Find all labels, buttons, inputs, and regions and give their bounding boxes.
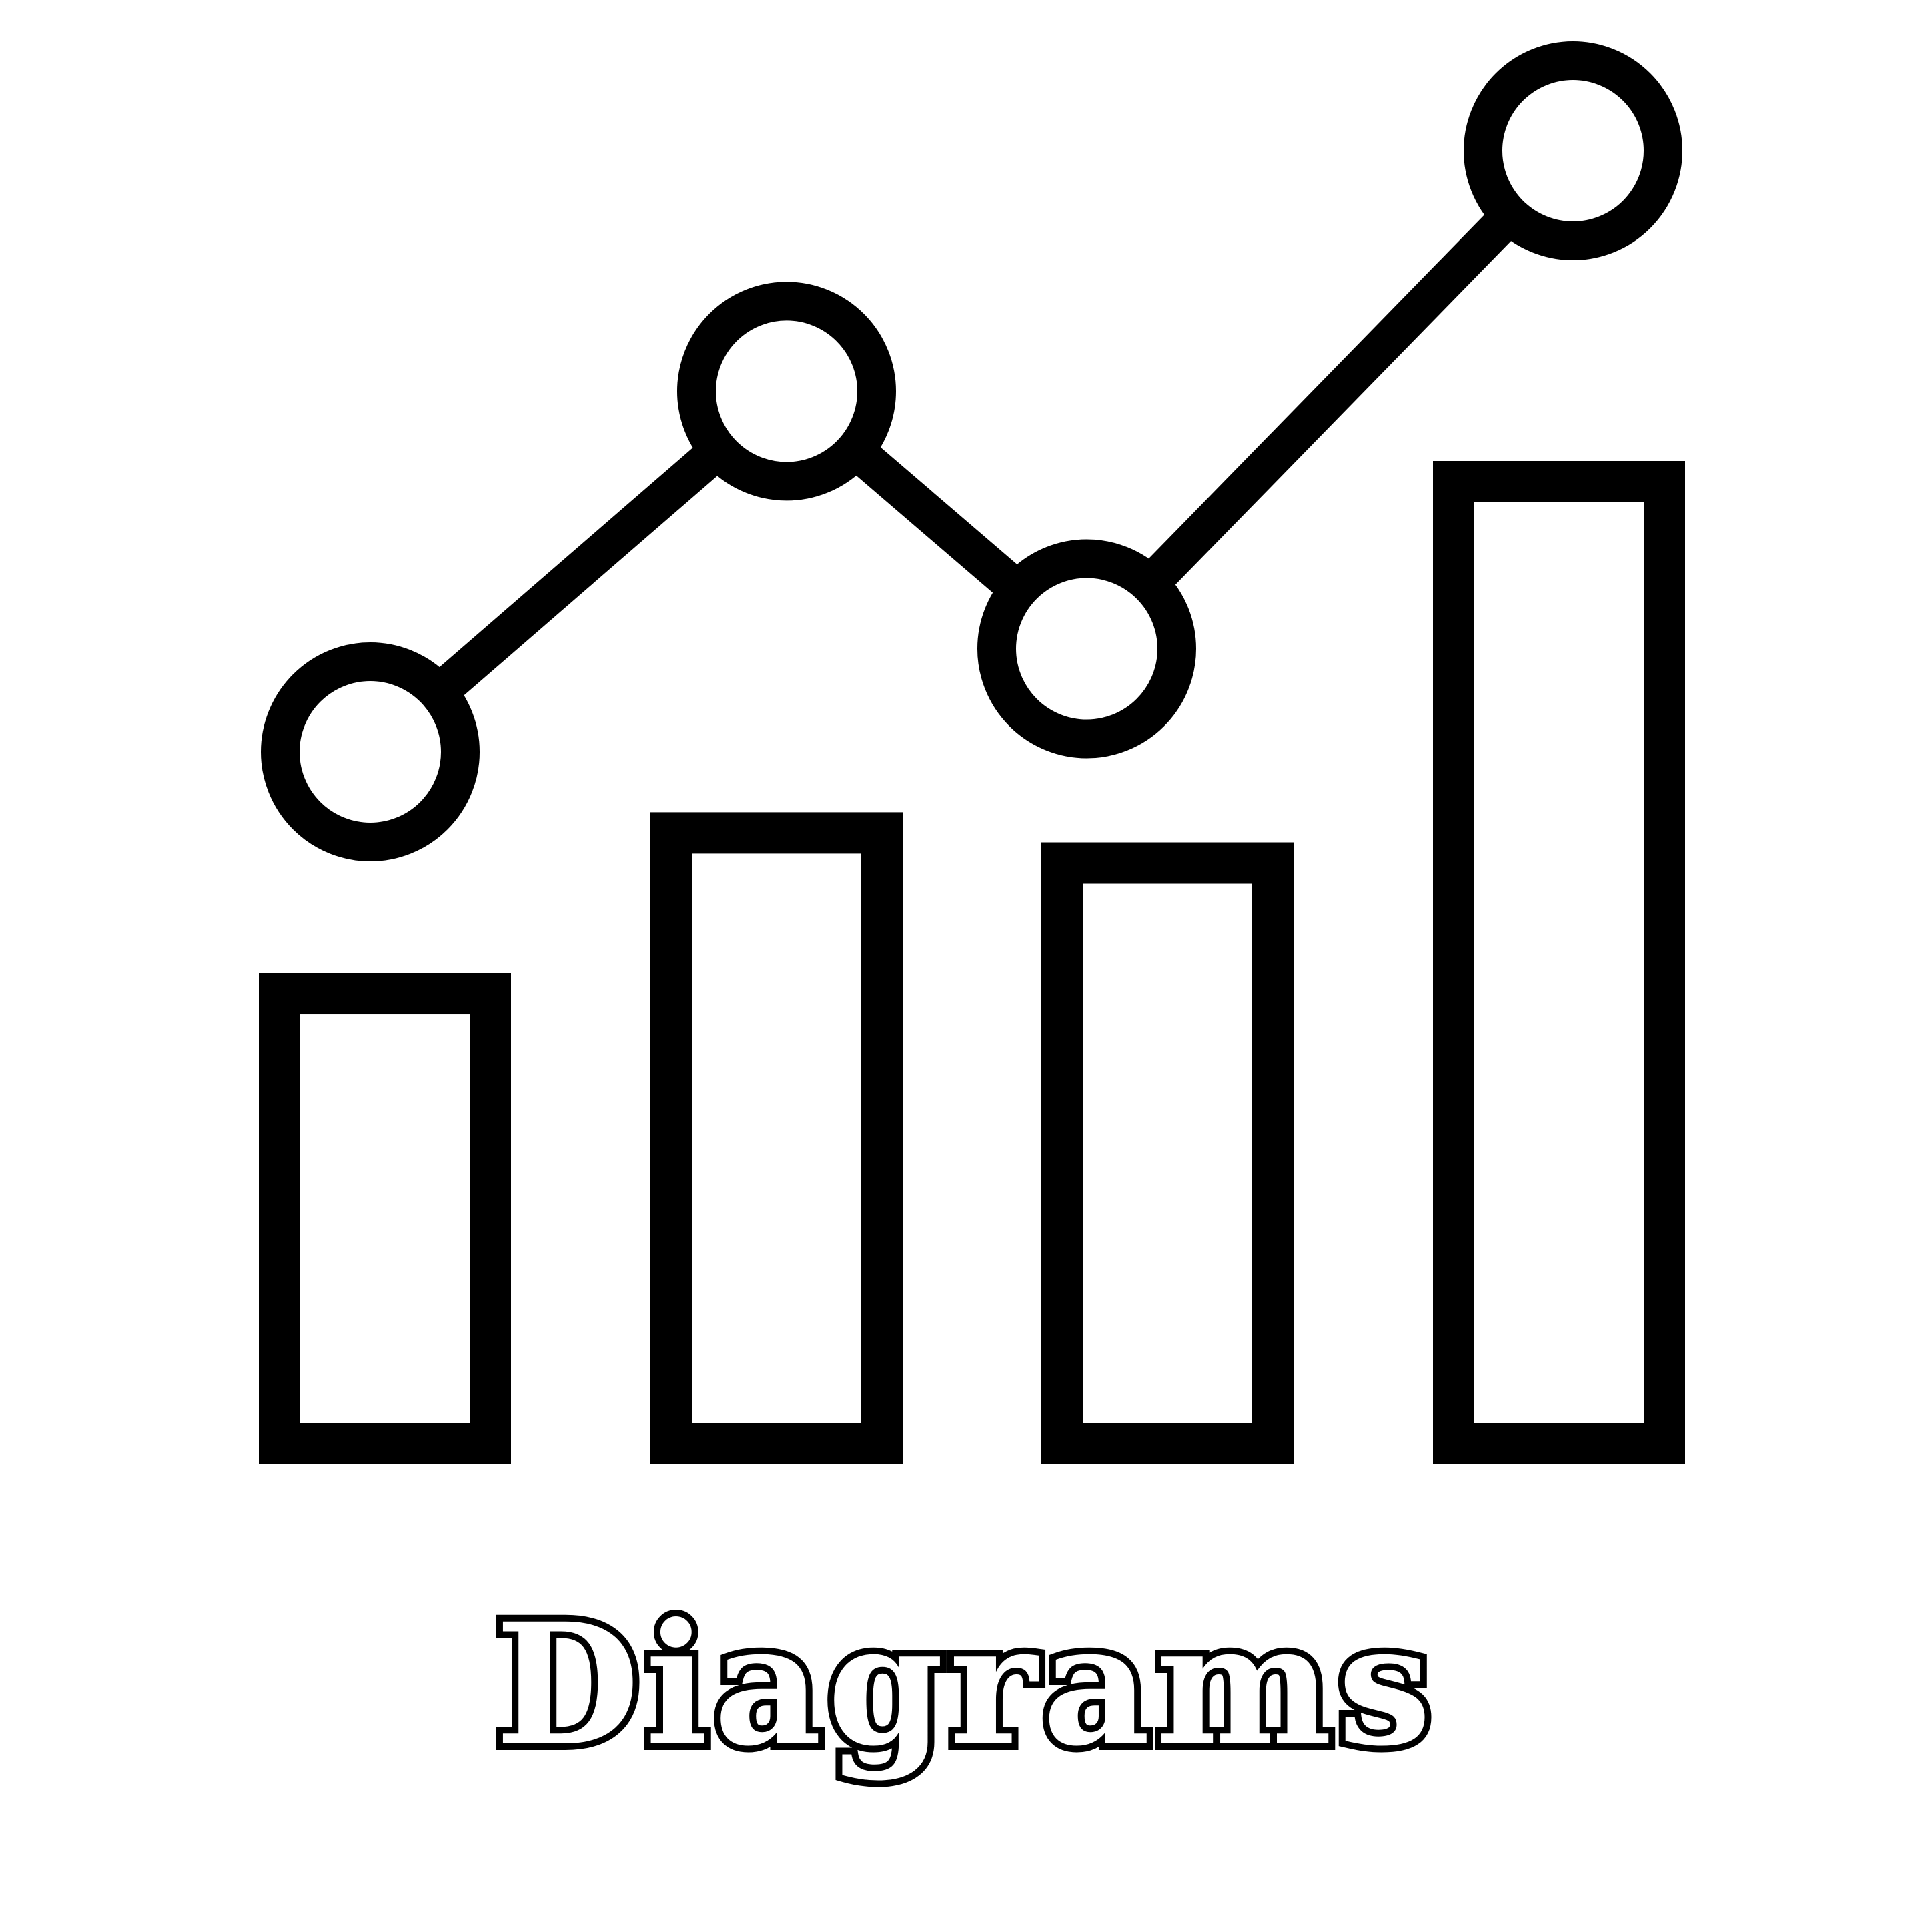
trend-point-3	[977, 539, 1196, 759]
bars-group	[259, 461, 1685, 1465]
trend-point-4	[1464, 41, 1682, 260]
bar-4	[1433, 461, 1685, 1464]
trend-point-2	[677, 282, 896, 501]
trend-segment-3	[1136, 202, 1524, 598]
bar-2	[650, 812, 903, 1464]
trend-point-1	[261, 642, 480, 861]
bar-3	[1041, 842, 1294, 1464]
trend-line-group	[261, 41, 1682, 861]
bar-1	[259, 973, 511, 1465]
trend-segment-1	[426, 436, 731, 707]
caption-title: Diagrams	[488, 1586, 1438, 1783]
trend-segment-2	[843, 436, 1031, 604]
